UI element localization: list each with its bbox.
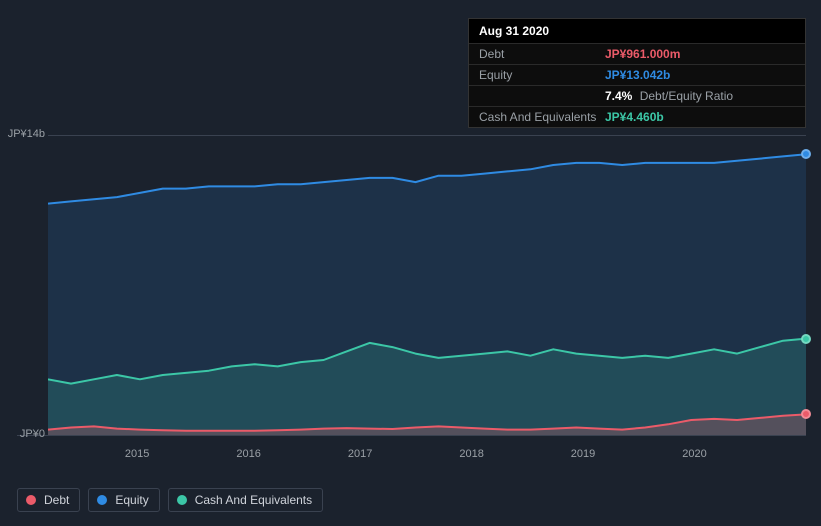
- plot-border-bottom: [17, 435, 806, 436]
- legend-dot-icon: [177, 495, 187, 505]
- y-tick-label: JP¥0: [20, 428, 45, 440]
- tooltip-row: Cash And EquivalentsJP¥4.460b: [469, 106, 805, 127]
- legend-item[interactable]: Debt: [17, 488, 80, 512]
- y-tick-label: JP¥14b: [8, 128, 45, 140]
- plot-area: [48, 135, 806, 435]
- x-tick-label: 2017: [348, 448, 372, 460]
- legend-item[interactable]: Cash And Equivalents: [168, 488, 323, 512]
- legend-item[interactable]: Equity: [88, 488, 159, 512]
- tooltip-label: Cash And Equivalents: [479, 110, 605, 124]
- series-end-marker: [801, 409, 811, 419]
- tooltip-row: EquityJP¥13.042b: [469, 64, 805, 85]
- x-tick-label: 2016: [236, 448, 260, 460]
- x-tick-label: 2015: [125, 448, 149, 460]
- tooltip: Aug 31 2020 DebtJP¥961.000mEquityJP¥13.0…: [468, 18, 806, 128]
- tooltip-label: Equity: [479, 68, 605, 82]
- tooltip-extra: Debt/Equity Ratio: [636, 89, 733, 103]
- legend-label: Cash And Equivalents: [195, 493, 312, 507]
- x-tick-label: 2019: [571, 448, 595, 460]
- series-end-marker: [801, 334, 811, 344]
- legend-label: Equity: [115, 493, 148, 507]
- legend-dot-icon: [26, 495, 36, 505]
- x-axis-labels: 2015 2016 2017 2018 2019 2020: [48, 448, 806, 468]
- tooltip-label: Debt: [479, 47, 605, 61]
- tooltip-row: 7.4% Debt/Equity Ratio: [469, 85, 805, 106]
- tooltip-value: JP¥4.460b: [605, 110, 664, 124]
- tooltip-value: 7.4% Debt/Equity Ratio: [605, 89, 733, 103]
- tooltip-date: Aug 31 2020: [469, 19, 805, 43]
- legend-label: Debt: [44, 493, 69, 507]
- legend-dot-icon: [97, 495, 107, 505]
- tooltip-value: JP¥13.042b: [605, 68, 670, 82]
- series-end-marker: [801, 149, 811, 159]
- x-tick-label: 2020: [682, 448, 706, 460]
- tooltip-row: DebtJP¥961.000m: [469, 43, 805, 64]
- tooltip-label: [479, 89, 605, 103]
- legend: Debt Equity Cash And Equivalents: [17, 488, 323, 512]
- x-tick-label: 2018: [459, 448, 483, 460]
- tooltip-value: JP¥961.000m: [605, 47, 680, 61]
